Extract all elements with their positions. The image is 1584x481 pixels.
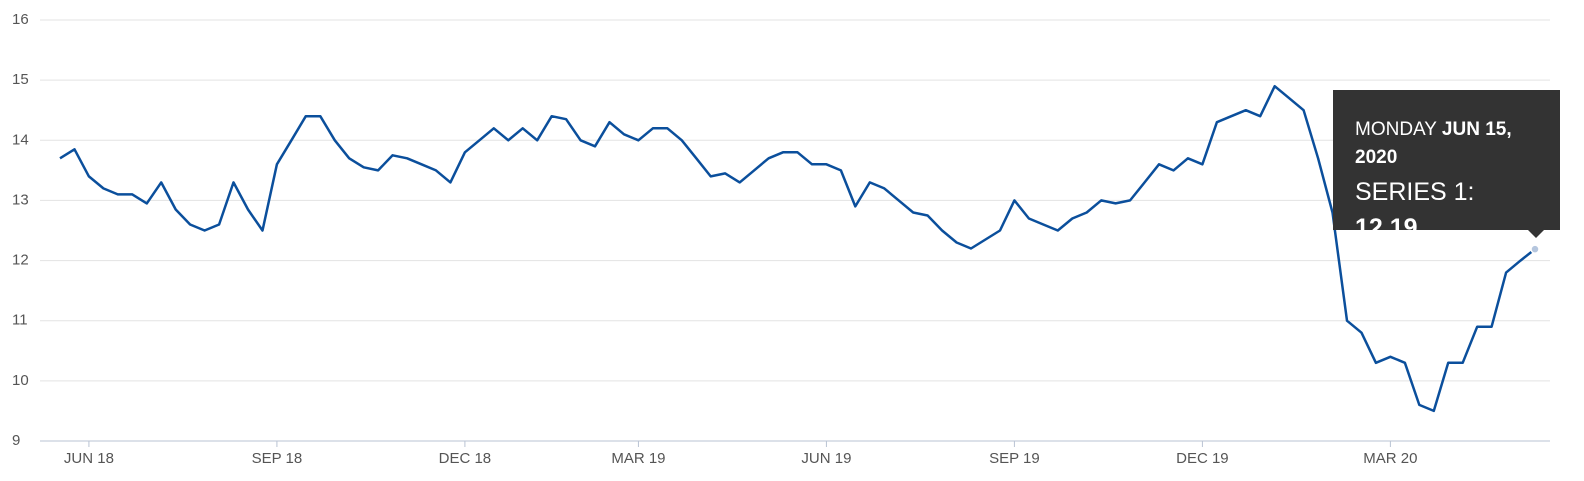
y-tick-label: 15	[12, 71, 29, 88]
y-tick-label: 14	[12, 131, 29, 148]
hover-marker	[1530, 244, 1540, 254]
x-tick-label: SEP 19	[989, 450, 1040, 467]
y-tick-label: 11	[12, 312, 28, 329]
y-tick-label: 12	[12, 252, 29, 269]
tooltip-date-line: MONDAY JUN 15, 2020	[1355, 116, 1535, 172]
tooltip-value: 12.19	[1355, 214, 1418, 242]
tooltip-weekday: MONDAY	[1355, 119, 1437, 140]
y-tick-label: 16	[12, 11, 29, 28]
x-tick-label: JUN 18	[64, 450, 114, 467]
tooltip-label: SERIES 1:	[1355, 178, 1475, 206]
x-tick-label: MAR 20	[1363, 450, 1417, 467]
x-tick-label: SEP 18	[252, 450, 303, 467]
data-line	[59, 84, 1536, 413]
tooltip-value-line: SERIES 1: 12.19	[1355, 174, 1540, 246]
y-tick-label: 13	[12, 191, 29, 208]
x-tick-label: DEC 18	[439, 450, 492, 467]
y-tick-label: 10	[12, 372, 29, 389]
tooltip-date: JUN 15, 2020	[1355, 119, 1512, 168]
x-tick-label: JUN 19	[801, 450, 851, 467]
x-tick-label: MAR 19	[611, 450, 665, 467]
tooltip-pointer	[1528, 230, 1544, 238]
y-tick-label: 9	[12, 432, 20, 449]
x-tick-label: DEC 19	[1176, 450, 1229, 467]
tooltip: MONDAY JUN 15, 2020 SERIES 1: 12.19	[1333, 90, 1560, 242]
